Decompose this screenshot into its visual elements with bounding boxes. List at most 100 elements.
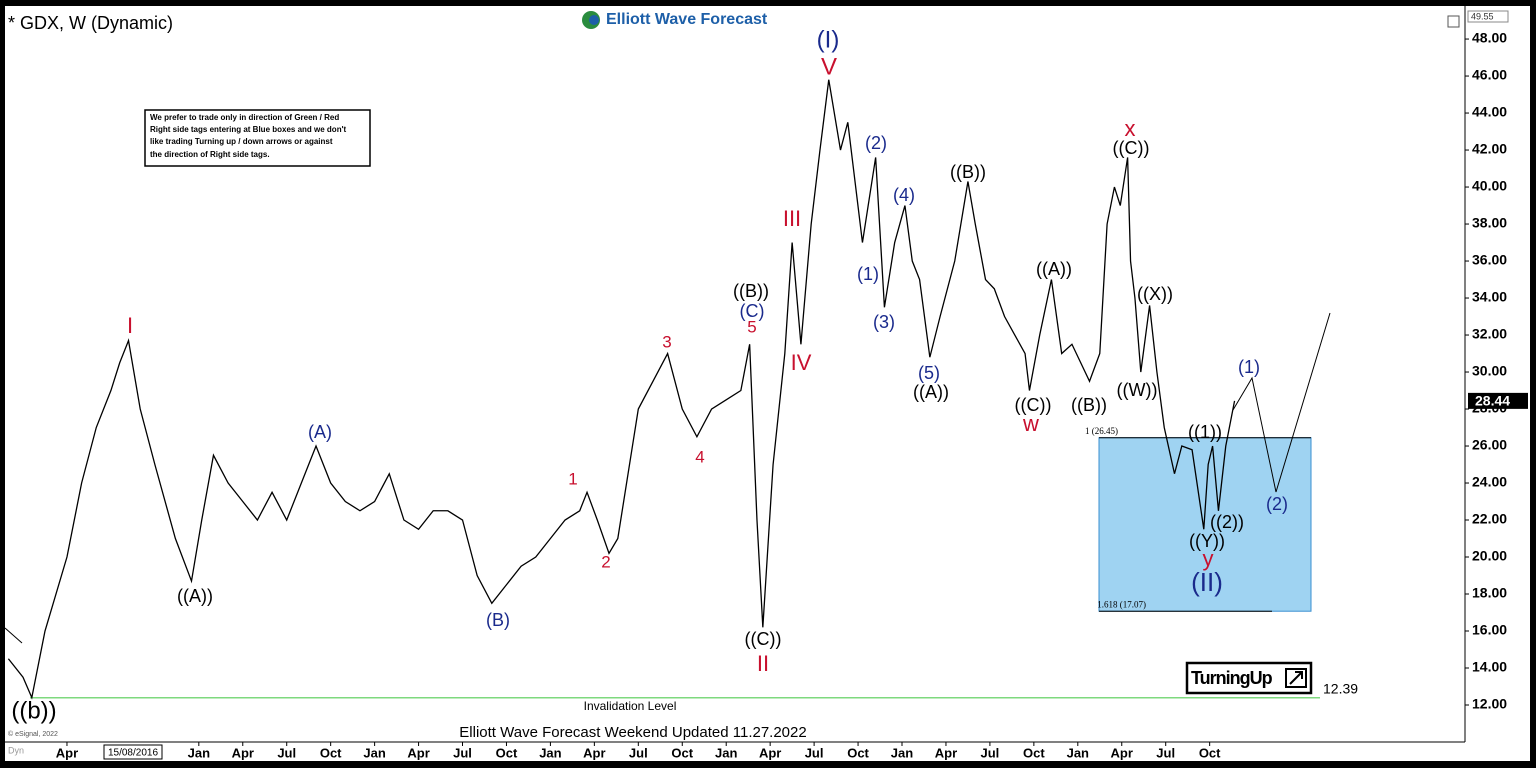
x-tick-label: Jan (715, 745, 737, 760)
top-price-tag (1467, 10, 1509, 23)
wave-label: ((A)) (913, 382, 949, 402)
price-line (7, 79, 1236, 700)
wave-label: I (127, 313, 133, 338)
wave-label: (2) (865, 133, 887, 153)
x-tick-label: Apr (56, 745, 78, 760)
badge-arrow-box (1285, 668, 1307, 688)
x-tick-label: Oct (671, 745, 693, 760)
target-label: 1 (26.45) (1085, 426, 1118, 436)
note-line: Right side tags entering at Blue boxes a… (150, 125, 346, 134)
footer: Elliott Wave Forecast Weekend Updated 11… (459, 724, 806, 741)
axis-corner-label: Dyn (8, 745, 24, 755)
x-tick-label: Oct (847, 745, 869, 760)
wave-label: (C) (740, 301, 765, 321)
wave-label: y (1203, 546, 1214, 571)
wave-label: (II) (1191, 567, 1223, 597)
y-tick-label: 40.00 (1472, 178, 1507, 194)
x-tick-label: Oct (1199, 745, 1221, 760)
wave-label: x (1125, 116, 1136, 141)
wave-label: (4) (893, 185, 915, 205)
wave-label: ((B)) (950, 162, 986, 182)
wave-label: ((1)) (1188, 422, 1222, 442)
wave-label: 3 (662, 332, 671, 351)
wave-label: ((B)) (1071, 395, 1107, 415)
cursor-date-box (103, 744, 163, 760)
y-tick-label: 48.00 (1472, 30, 1507, 46)
wave-label: (1) (857, 264, 879, 284)
last-price-label: 28.44 (1475, 393, 1510, 409)
x-tick-label: Apr (407, 745, 429, 760)
x-tick-label: Jul (981, 745, 1000, 760)
x-tick-label: Jan (1067, 745, 1089, 760)
note-line: We prefer to trade only in direction of … (150, 113, 339, 122)
wave-label: (1) (1238, 357, 1260, 377)
wave-label: ((B)) (733, 281, 769, 301)
x-tick-label: Jan (363, 745, 385, 760)
wave-label: ((W)) (1117, 380, 1158, 400)
top-price-label: 49.55 (1471, 11, 1494, 21)
y-tick-label: 12.00 (1472, 696, 1507, 712)
last-price-tag (1468, 392, 1528, 409)
x-tick-label: Jul (277, 745, 296, 760)
x-tick-label: Jul (805, 745, 824, 760)
x-tick-label: Apr (935, 745, 957, 760)
x-tick-label: Apr (583, 745, 605, 760)
wave-label: III (783, 206, 801, 231)
y-tick-label: 14.00 (1472, 659, 1507, 675)
trend-stub (4, 627, 23, 644)
wave-label: (2) (1266, 494, 1288, 514)
y-tick-label: 26.00 (1472, 437, 1507, 453)
badge-arrow (1289, 671, 1303, 685)
wave-label: (A) (308, 422, 332, 442)
note-box (144, 109, 371, 167)
window-button[interactable] (1447, 15, 1460, 28)
turning-up-badge: TurningUp (1185, 661, 1313, 695)
invalidation-label: Invalidation Level (584, 699, 677, 713)
wave-label: 2 (601, 552, 610, 571)
x-tick-label: Apr (232, 745, 254, 760)
chart-title: * GDX, W (Dynamic) (8, 13, 173, 33)
y-tick-label: 16.00 (1472, 622, 1507, 638)
target-label: 1.618 (17.07) (1097, 599, 1146, 609)
y-tick-label: 30.00 (1472, 363, 1507, 379)
x-tick-label: Jul (1156, 745, 1175, 760)
wave-label: w (1022, 411, 1039, 436)
logo-icon-inner (589, 15, 599, 25)
wave-label: V (821, 53, 837, 80)
x-tick-label: Jul (453, 745, 472, 760)
y-tick-label: 38.00 (1472, 215, 1507, 231)
copyright: © eSignal, 2022 (8, 730, 58, 738)
y-tick-label: 20.00 (1472, 548, 1507, 564)
wave-label: II (757, 651, 769, 676)
x-tick-label: Jan (891, 745, 913, 760)
y-tick-label: 36.00 (1472, 252, 1507, 268)
y-tick-label: 46.00 (1472, 67, 1507, 83)
y-tick-label: 32.00 (1472, 326, 1507, 342)
wave-label: (B) (486, 610, 510, 630)
wave-label: ((A)) (177, 586, 213, 606)
y-tick-label: 34.00 (1472, 289, 1507, 305)
wave-label: ((b)) (11, 697, 56, 724)
y-tick-label: 42.00 (1472, 141, 1507, 157)
wave-label: (I) (817, 26, 840, 53)
logo: Elliott Wave Forecast (582, 11, 768, 29)
x-tick-label: Oct (1023, 745, 1045, 760)
y-tick-label: 44.00 (1472, 104, 1507, 120)
x-tick-label: Oct (496, 745, 518, 760)
x-tick-label: Jul (629, 745, 648, 760)
y-tick-label: 22.00 (1472, 511, 1507, 527)
logo-text: Elliott Wave Forecast (606, 11, 768, 28)
y-tick-label: 18.00 (1472, 585, 1507, 601)
target-box (1098, 437, 1312, 612)
cursor-date: 15/08/2016 (108, 748, 158, 759)
x-tick-label: Jan (188, 745, 210, 760)
x-tick-label: Apr (759, 745, 781, 760)
wave-label: ((C)) (745, 629, 782, 649)
projection (1232, 312, 1331, 493)
wave-label: (5) (918, 363, 940, 383)
x-tick-label: Apr (1111, 745, 1133, 760)
invalidation-value: 12.39 (1323, 680, 1358, 696)
wave-label: 5 (747, 317, 756, 336)
